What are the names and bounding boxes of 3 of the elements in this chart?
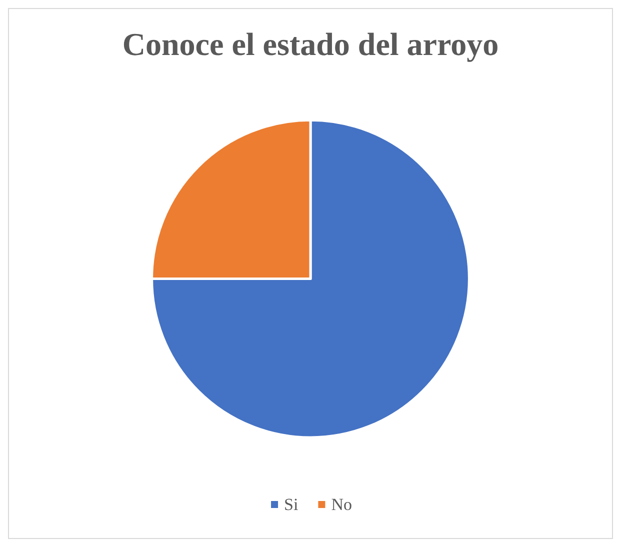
legend-label: Si — [284, 495, 298, 514]
legend-label: No — [331, 495, 352, 514]
chart-title: Conoce el estado del arroyo — [122, 26, 499, 62]
